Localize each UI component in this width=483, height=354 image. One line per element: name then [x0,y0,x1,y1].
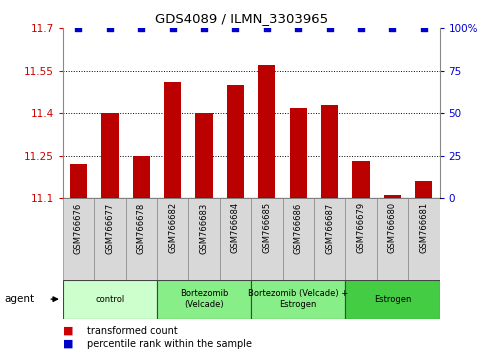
Bar [283,198,314,280]
Point [326,25,333,31]
Bar [408,198,440,280]
Text: agent: agent [5,294,35,304]
Bar [220,198,251,280]
Point [263,25,271,31]
Point [138,25,145,31]
Point [420,25,428,31]
Bar [258,65,275,198]
Bar [70,164,87,198]
Bar [157,198,188,280]
Bar [157,280,251,319]
Point [357,25,365,31]
Text: GDS4089 / ILMN_3303965: GDS4089 / ILMN_3303965 [155,12,328,25]
Bar [63,280,157,319]
Bar [345,280,440,319]
Text: GSM766680: GSM766680 [388,202,397,253]
Point [74,25,82,31]
Text: transformed count: transformed count [87,326,178,336]
Text: GSM766677: GSM766677 [105,202,114,253]
Bar [353,161,369,198]
Text: ■: ■ [63,326,73,336]
Bar [196,113,213,198]
Bar [377,198,408,280]
Text: GSM766682: GSM766682 [168,202,177,253]
Text: Bortezomib
(Velcade): Bortezomib (Velcade) [180,290,228,309]
Point [295,25,302,31]
Bar [290,108,307,198]
Text: Estrogen: Estrogen [374,295,411,304]
Bar [126,198,157,280]
Bar [345,198,377,280]
Bar [251,198,283,280]
Point [200,25,208,31]
Bar [133,156,150,198]
Text: GSM766676: GSM766676 [74,202,83,253]
Bar [94,198,126,280]
Bar [164,82,181,198]
Point [232,25,240,31]
Text: GSM766685: GSM766685 [262,202,271,253]
Text: GSM766678: GSM766678 [137,202,146,253]
Point [169,25,177,31]
Text: GSM766684: GSM766684 [231,202,240,253]
Bar [415,181,432,198]
Text: ■: ■ [63,339,73,349]
Bar [321,105,338,198]
Text: GSM766683: GSM766683 [199,202,209,253]
Point [106,25,114,31]
Bar [63,198,94,280]
Point [389,25,397,31]
Text: GSM766686: GSM766686 [294,202,303,253]
Bar [384,195,401,198]
Text: GSM766687: GSM766687 [325,202,334,253]
Bar [251,280,345,319]
Bar [188,198,220,280]
Bar [227,85,244,198]
Text: GSM766679: GSM766679 [356,202,366,253]
Text: percentile rank within the sample: percentile rank within the sample [87,339,252,349]
Bar [314,198,345,280]
Text: GSM766681: GSM766681 [419,202,428,253]
Text: Bortezomib (Velcade) +
Estrogen: Bortezomib (Velcade) + Estrogen [248,290,348,309]
Bar [101,113,118,198]
Text: control: control [95,295,125,304]
